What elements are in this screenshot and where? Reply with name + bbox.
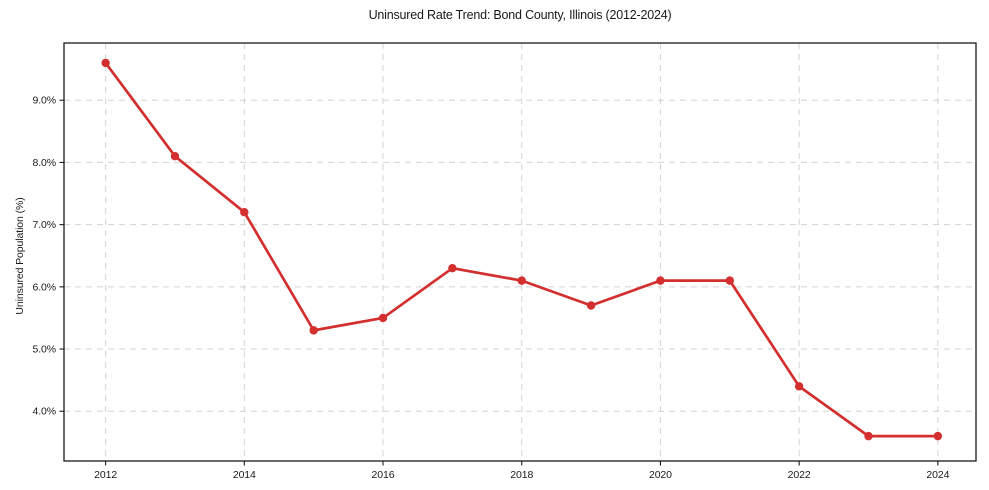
y-tick-label: 8.0% [32, 157, 56, 169]
data-point-marker [864, 431, 873, 441]
y-tick-label: 7.0% [32, 219, 56, 231]
data-point-marker [794, 382, 804, 391]
data-point-marker [656, 276, 665, 285]
y-tick-label: 5.0% [32, 344, 56, 356]
data-point-marker [517, 276, 526, 285]
data-point-marker [170, 152, 180, 161]
data-point-marker [448, 263, 457, 273]
data-point-marker [101, 58, 110, 68]
data-point-marker [378, 313, 388, 323]
axes-spines [63, 42, 977, 462]
data-point-marker [933, 431, 943, 441]
y-tick-label: 9.0% [32, 95, 56, 107]
data-point-marker [240, 207, 249, 217]
x-tick-label: 2024 [926, 469, 949, 481]
y-tick-label: 6.0% [32, 281, 56, 293]
x-tick-label: 2020 [649, 469, 672, 481]
data-point-marker [586, 301, 596, 310]
chart-title: Uninsured Rate Trend: Bond County, Illin… [368, 8, 672, 22]
y-tick-label: 4.0% [32, 406, 56, 418]
x-tick-label: 2018 [510, 469, 533, 481]
data-point-marker [309, 326, 318, 335]
trend-line [104, 61, 940, 438]
x-tick-label: 2016 [372, 469, 395, 481]
x-tick-label: 2022 [788, 469, 811, 481]
x-tick-label: 2014 [233, 469, 256, 481]
data-point-marker [725, 276, 734, 285]
x-tick-label: 2012 [94, 469, 117, 481]
